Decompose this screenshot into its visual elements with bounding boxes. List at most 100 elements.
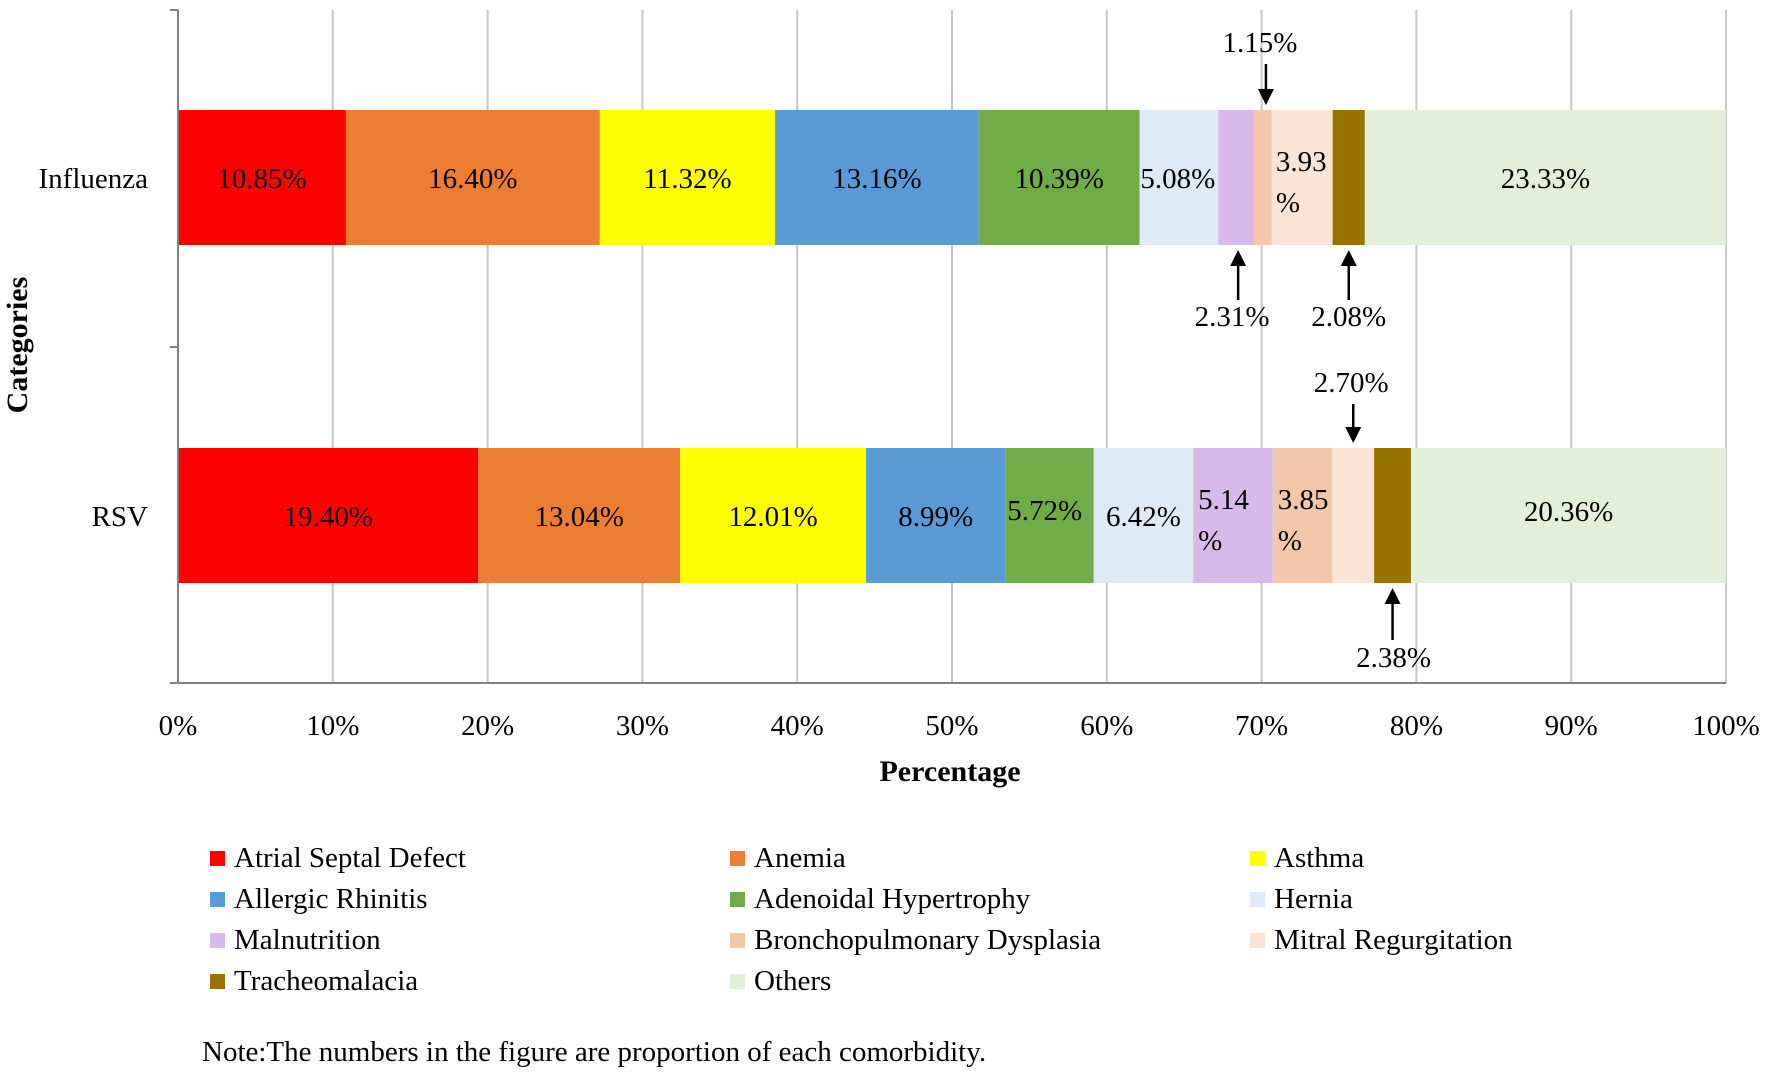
data-label: 10.85% (217, 163, 306, 195)
legend-swatch (210, 974, 225, 989)
legend-label: Adenoidal Hypertrophy (754, 883, 1031, 915)
data-label: % (1276, 187, 1300, 219)
legend-label: Atrial Septal Defect (234, 842, 466, 874)
legend-item: Mitral Regurgitation (1250, 924, 1513, 957)
legend-swatch (210, 892, 225, 907)
bar-segment (1332, 448, 1375, 583)
callout-arrowhead (1384, 588, 1401, 604)
legend-row: Tracheomalacia Others (210, 961, 1610, 1002)
legend-item: Asthma (1250, 842, 1364, 875)
data-label: % (1278, 525, 1302, 557)
legend: Atrial Septal Defect Anemia Asthma Allergic… (210, 838, 1610, 1002)
data-label: 2.31% (1195, 301, 1270, 333)
data-label: 20.36% (1524, 496, 1613, 528)
legend-label: Bronchopulmonary Dysplasia (754, 924, 1102, 956)
legend-label: Malnutrition (234, 924, 381, 956)
bar-segment (478, 448, 681, 583)
data-label: 3.93 (1276, 146, 1327, 178)
legend-item: Allergic Rhinitis (210, 883, 730, 916)
callout-arrowhead (1340, 250, 1357, 266)
data-label: 19.40% (283, 501, 372, 533)
data-label: 2.70% (1314, 367, 1389, 399)
figure-note: Note:The numbers in the figure are propo… (202, 1036, 987, 1068)
legend-label: Anemia (754, 842, 846, 874)
legend-swatch (730, 933, 745, 948)
callout-arrowhead (1257, 89, 1274, 105)
data-label: 2.08% (1311, 301, 1386, 333)
x-tick-label: 60% (1080, 710, 1133, 742)
data-label: 8.99% (898, 501, 973, 533)
x-axis-label: Percentage (879, 755, 1020, 788)
legend-item: Hernia (1250, 883, 1353, 916)
bar-segment (1364, 110, 1726, 245)
data-label: 5.14 (1198, 484, 1249, 516)
bar-segment (680, 448, 867, 583)
callout-arrowhead (1230, 250, 1247, 266)
bar-segment (178, 448, 479, 583)
legend-item: Malnutrition (210, 924, 730, 957)
legend-label: Tracheomalacia (234, 965, 419, 997)
data-label: 2.38% (1356, 642, 1431, 674)
legend-item: Adenoidal Hypertrophy (730, 883, 1250, 916)
data-label: 13.16% (832, 163, 921, 195)
data-label: 5.72% (1007, 495, 1082, 527)
category-label: RSV (92, 501, 148, 533)
x-tick-label: 70% (1235, 710, 1288, 742)
legend-swatch (730, 892, 745, 907)
legend-swatch (1250, 851, 1265, 866)
bar-segment (1193, 448, 1273, 583)
legend-item: Bronchopulmonary Dysplasia (730, 924, 1250, 957)
legend-item: Atrial Septal Defect (210, 842, 730, 875)
legend-label: Hernia (1274, 883, 1353, 915)
x-tick-label: 50% (925, 710, 978, 742)
bar-segment (178, 110, 346, 245)
bar-segment (1254, 110, 1272, 245)
legend-swatch (1250, 933, 1265, 948)
legend-item: Anemia (730, 842, 1250, 875)
bar-segment (1374, 448, 1411, 583)
legend-row: Atrial Septal Defect Anemia Asthma (210, 838, 1610, 879)
data-label: 3.85 (1278, 484, 1329, 516)
data-label: 13.04% (535, 501, 624, 533)
data-label: 12.01% (728, 501, 817, 533)
data-label: 23.33% (1501, 163, 1590, 195)
y-axis-label: Categories (1, 277, 34, 414)
axes (170, 9, 1726, 684)
data-label: 1.15% (1222, 27, 1297, 59)
bar-segment (1410, 448, 1727, 583)
x-tick-label: 30% (616, 710, 669, 742)
legend-swatch (730, 974, 745, 989)
bar-segment (1005, 448, 1094, 583)
x-tick-label: 90% (1545, 710, 1598, 742)
legend-swatch (210, 933, 225, 948)
legend-swatch (730, 851, 745, 866)
bar-segment (866, 448, 1006, 583)
x-tick-label: 100% (1692, 710, 1760, 742)
legend-item: Others (730, 965, 1250, 998)
bar-segment (1332, 110, 1365, 245)
legend-swatch (1250, 892, 1265, 907)
legend-label: Others (754, 965, 832, 997)
category-labels: Influenza RSV (39, 163, 149, 533)
data-label: % (1198, 525, 1222, 557)
data-label: 5.08% (1140, 163, 1215, 195)
bar-segment (599, 110, 776, 245)
x-tick-label: 80% (1390, 710, 1443, 742)
data-label: 10.39% (1014, 163, 1103, 195)
x-tick-label: 20% (461, 710, 514, 742)
bar-segment (775, 110, 979, 245)
legend-row: Allergic Rhinitis Adenoidal Hypertrophy He… (210, 879, 1610, 920)
bar-segment (1093, 448, 1194, 583)
legend-swatch (210, 851, 225, 866)
legend-item: Tracheomalacia (210, 965, 730, 998)
bar-segment (1218, 110, 1255, 245)
category-label: Influenza (39, 163, 149, 195)
callout-arrowhead (1345, 427, 1362, 443)
bar-segment (345, 110, 600, 245)
legend-label: Mitral Regurgitation (1274, 924, 1513, 956)
x-tick-label: 0% (159, 710, 198, 742)
bar-segment (978, 110, 1140, 245)
data-label: 16.40% (428, 163, 517, 195)
legend-label: Allergic Rhinitis (234, 883, 428, 915)
